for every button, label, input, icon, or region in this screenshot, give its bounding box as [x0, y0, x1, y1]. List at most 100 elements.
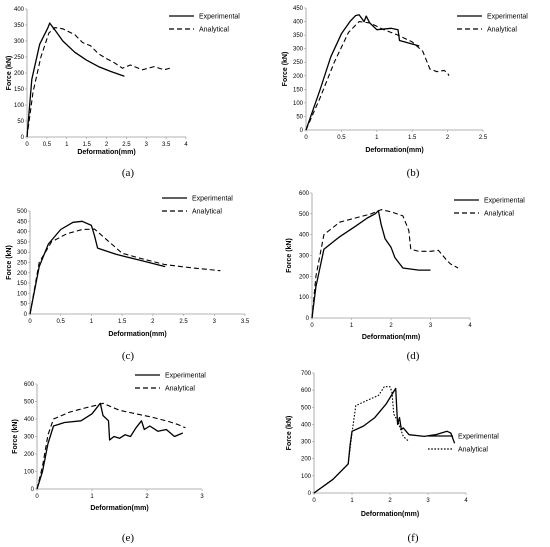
legend-label-analytical: Analytical: [165, 386, 195, 393]
y-tick-label: 250: [17, 261, 28, 267]
legend-label-experimental: Experimental: [487, 14, 528, 21]
series-line-analytical: [313, 386, 410, 494]
y-tick-label: 450: [17, 219, 28, 225]
y-tick-label: 0: [306, 316, 310, 322]
chart-panel-e: 0 1 2 3 0 100 200 300 400 500 600 Deformation(mm) Fo…: [12, 373, 206, 545]
x-tick-label: 2: [389, 323, 393, 329]
legend-label-analytical: Analytical: [192, 209, 222, 216]
y-axis-label: Force (kN): [12, 419, 19, 454]
x-tick-label: 2.5: [122, 142, 131, 148]
series-line-experimental: [311, 210, 431, 319]
legend-label-analytical: Analytical: [458, 447, 488, 454]
y-tick-label: 50: [20, 302, 27, 308]
y-tick-label: 500: [299, 212, 310, 218]
y-tick-label: 500: [301, 405, 312, 411]
x-tick-label: 2: [105, 142, 109, 148]
y-tick-label: 300: [299, 254, 310, 260]
legend-label-experimental: Experimental: [192, 196, 233, 203]
y-tick-label: 200: [301, 457, 312, 463]
y-tick-label: 100: [293, 101, 304, 107]
x-tick-label: 1.5: [82, 142, 91, 148]
x-tick-label: 0.5: [43, 142, 52, 148]
y-tick-label: 300: [17, 250, 28, 256]
y-tick-label: 350: [17, 240, 28, 246]
y-tick-label: 350: [14, 23, 25, 29]
x-axis-label: Deformation(mm): [362, 334, 420, 341]
x-tick-label: 3.5: [162, 142, 171, 148]
y-tick-label: 500: [17, 209, 28, 215]
series-line-analytical: [26, 27, 171, 138]
y-axis-label: Force (kN): [282, 52, 289, 87]
panel-caption: (a): [122, 167, 135, 179]
y-tick-label: 600: [299, 191, 310, 197]
y-tick-label: 400: [24, 417, 35, 423]
x-tick-label: 3: [429, 323, 433, 329]
y-axis-label: Force (kN): [6, 56, 13, 91]
x-tick-label: 1.5: [118, 319, 127, 325]
x-tick-label: 3: [200, 494, 204, 500]
x-tick-label: 1: [350, 323, 354, 329]
legend-label-experimental: Experimental: [458, 434, 499, 441]
x-axis-label: Deformation(mm): [90, 505, 148, 512]
legend: Experimental Analytical: [428, 434, 499, 454]
legend-label-experimental: Experimental: [199, 14, 240, 21]
x-axis-label: Deformation(mm): [361, 511, 419, 518]
panel-caption: (f): [408, 532, 419, 544]
x-axis-label: Deformation(mm): [77, 149, 135, 156]
y-tick-label: 150: [17, 281, 28, 287]
series-line-experimental: [36, 402, 184, 490]
x-tick-label: 3: [145, 142, 149, 148]
x-tick-label: 0: [310, 323, 314, 329]
panel-caption: (e): [122, 532, 135, 544]
y-tick-label: 150: [14, 87, 25, 93]
y-tick-label: 100: [301, 474, 312, 480]
series-line-analytical: [305, 21, 450, 131]
chart-panel-d: 0 1 2 3 4 0 100 200 300 400 500 600 Deformation(mm) F…: [286, 191, 525, 362]
y-axis-label: Force (kN): [286, 416, 293, 451]
y-tick-label: 400: [293, 20, 304, 26]
y-tick-label: 300: [14, 39, 25, 45]
x-tick-label: 1: [90, 319, 94, 325]
y-tick-label: 0: [308, 491, 312, 497]
y-tick-label: 600: [24, 382, 35, 388]
y-tick-label: 0: [21, 135, 25, 141]
y-tick-label: 50: [296, 114, 303, 120]
x-tick-label: 0: [304, 135, 308, 141]
legend-label-analytical: Analytical: [487, 27, 517, 34]
y-tick-label: 250: [293, 60, 304, 66]
x-tick-label: 1: [90, 494, 94, 500]
x-tick-label: 1.5: [408, 135, 417, 141]
y-tick-label: 200: [17, 271, 28, 277]
y-tick-label: 200: [24, 452, 35, 458]
y-tick-label: 400: [17, 230, 28, 236]
y-tick-label: 100: [14, 103, 25, 109]
y-axis-label: Force (kN): [6, 245, 13, 280]
y-tick-label: 300: [301, 440, 312, 446]
y-tick-label: 200: [293, 74, 304, 80]
series-line-analytical: [29, 228, 221, 315]
x-tick-label: 2: [388, 498, 392, 504]
x-tick-label: 4: [184, 142, 188, 148]
x-tick-label: 1: [375, 135, 379, 141]
legend: Experimental Analytical: [135, 373, 206, 393]
x-tick-label: 0.5: [57, 319, 66, 325]
y-tick-label: 100: [299, 295, 310, 301]
y-tick-label: 300: [293, 47, 304, 53]
legend: Experimental Analytical: [162, 196, 233, 216]
y-tick-label: 200: [299, 274, 310, 280]
x-axis-label: Deformation(mm): [108, 331, 166, 338]
chart-panel-b: 0 0.5 1 1.5 2 2.5 0 50 100 150 200 250 300 350 400 450 D…: [282, 6, 528, 179]
legend: Experimental Analytical: [169, 14, 240, 34]
legend-label-experimental: Experimental: [165, 373, 206, 380]
chart-panel-c: 0 0.5 1 1.5 2 2.5 3 3.5 0 50 100 150 200 250 300 350 400…: [6, 196, 250, 363]
x-tick-label: 2: [151, 319, 155, 325]
x-tick-label: 0: [28, 319, 32, 325]
y-tick-label: 0: [31, 487, 35, 493]
x-tick-label: 2.5: [479, 135, 488, 141]
x-tick-label: 0: [312, 498, 316, 504]
x-tick-label: 4: [464, 498, 468, 504]
y-tick-label: 0: [300, 128, 304, 134]
x-tick-label: 2: [145, 494, 149, 500]
y-tick-label: 50: [17, 119, 24, 125]
